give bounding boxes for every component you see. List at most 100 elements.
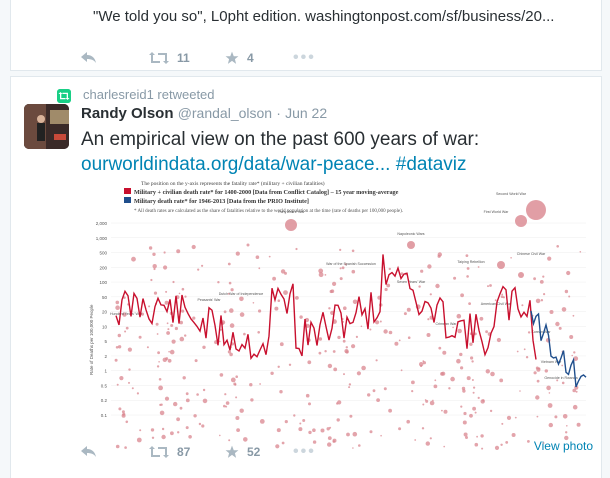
scatter-point — [386, 283, 391, 288]
scatter-point — [140, 312, 144, 316]
scatter-point — [465, 254, 469, 257]
scatter-point — [115, 305, 120, 310]
scatter-point — [128, 381, 130, 384]
scatter-point — [250, 398, 254, 402]
scatter-point — [421, 427, 425, 430]
view-photo-link[interactable]: View photo — [533, 439, 593, 453]
tweet-body: An empirical view on the past 600 years … — [81, 129, 480, 150]
more-button[interactable]: ••• — [293, 443, 316, 461]
war-annotation: Taiping Rebellion — [457, 260, 484, 264]
scatter-point — [166, 331, 170, 335]
avatar[interactable] — [24, 104, 69, 149]
scatter-point — [324, 274, 327, 276]
tweet-hashtag[interactable]: #dataviz — [395, 154, 467, 175]
scatter-point — [275, 444, 280, 449]
scatter-point — [124, 446, 127, 449]
more-icon: ••• — [293, 49, 316, 66]
scatter-point — [461, 386, 466, 391]
scatter-point — [150, 278, 153, 282]
scatter-point — [150, 428, 155, 432]
reply-button[interactable] — [81, 446, 97, 458]
scatter-point — [494, 445, 500, 450]
favorite-button[interactable]: 52 — [225, 445, 260, 459]
favorite-button[interactable]: 4 — [225, 51, 254, 65]
scatter-point — [352, 447, 354, 449]
retweet-button[interactable]: 87 — [149, 445, 190, 459]
scatter-point — [351, 344, 356, 349]
scatter-point — [443, 409, 448, 414]
scatter-point — [166, 322, 169, 325]
tweet-photo[interactable]: The position on the y-axis represents th… — [81, 175, 591, 455]
scatter-point — [542, 275, 545, 278]
scatter-point — [274, 306, 279, 311]
scatter-point — [177, 431, 180, 434]
scatter-point — [259, 419, 265, 424]
scatter-point — [536, 379, 540, 383]
scatter-point — [398, 427, 402, 431]
tweet-date[interactable]: Jun 22 — [285, 105, 328, 121]
scatter-point — [179, 320, 183, 325]
scatter-point — [114, 358, 118, 362]
scatter-point — [562, 414, 568, 419]
scatter-point — [535, 395, 540, 400]
scatter-point — [151, 436, 155, 439]
scatter-point — [566, 425, 568, 427]
author-handle[interactable]: @randal_olson — [177, 105, 273, 121]
scatter-point — [239, 312, 245, 317]
scatter-point — [542, 442, 545, 444]
scatter-point — [125, 420, 129, 424]
scatter-point — [302, 419, 306, 422]
author-name[interactable]: Randy Olson — [81, 105, 174, 122]
scatter-point — [181, 309, 185, 313]
y-tick-label: 10 — [102, 324, 108, 329]
more-button[interactable]: ••• — [293, 49, 316, 67]
legend-red: Military + civilian death rate* for 1400… — [134, 189, 399, 196]
scatter-point — [540, 299, 544, 302]
scatter-point — [148, 246, 153, 250]
scatter-point — [170, 324, 174, 327]
reply-button[interactable] — [81, 52, 97, 64]
scatter-point — [115, 300, 120, 305]
scatter-point — [561, 381, 565, 385]
scatter-point — [332, 281, 337, 286]
scatter-point — [121, 413, 126, 418]
scatter-point — [116, 383, 119, 386]
scatter-point — [277, 299, 281, 302]
scatter-point — [179, 406, 183, 410]
scatter-point — [307, 360, 312, 365]
scatter-point — [255, 255, 260, 259]
scatter-point — [573, 356, 579, 361]
war-annotation: Hundred Years' War — [110, 312, 143, 316]
scatter-point — [358, 444, 361, 447]
scatter-point — [345, 350, 349, 354]
scatter-point — [326, 427, 330, 431]
scatter-point — [460, 293, 464, 298]
scatter-point — [566, 270, 571, 276]
retweet-button[interactable]: 11 — [149, 51, 190, 65]
scatter-point — [367, 393, 371, 397]
scatter-point — [369, 328, 372, 331]
war-annotation: Seven Years' War — [397, 280, 426, 284]
scatter-point — [164, 300, 169, 305]
scatter-point — [155, 322, 159, 326]
tweet-link[interactable]: ourworldindata.org/data/war-peace... — [81, 154, 391, 175]
scatter-point — [179, 336, 185, 342]
reply-icon — [81, 52, 96, 63]
scatter-point — [161, 427, 165, 431]
scatter-point — [312, 428, 316, 432]
scatter-point — [223, 404, 226, 408]
scatter-point — [547, 403, 553, 408]
scatter-point — [427, 318, 430, 321]
scatter-point — [123, 296, 126, 299]
scatter-point — [281, 441, 285, 445]
scatter-point — [472, 391, 475, 394]
scatter-point — [298, 427, 303, 432]
scatter-point — [554, 415, 558, 419]
scatter-point — [235, 375, 238, 378]
scatter-point — [170, 431, 174, 436]
scatter-point — [561, 307, 567, 312]
scatter-point — [549, 310, 554, 314]
retweet-context[interactable]: charlesreid1 retweeted — [83, 87, 215, 102]
scatter-point — [388, 330, 393, 335]
scatter-point — [152, 264, 157, 269]
